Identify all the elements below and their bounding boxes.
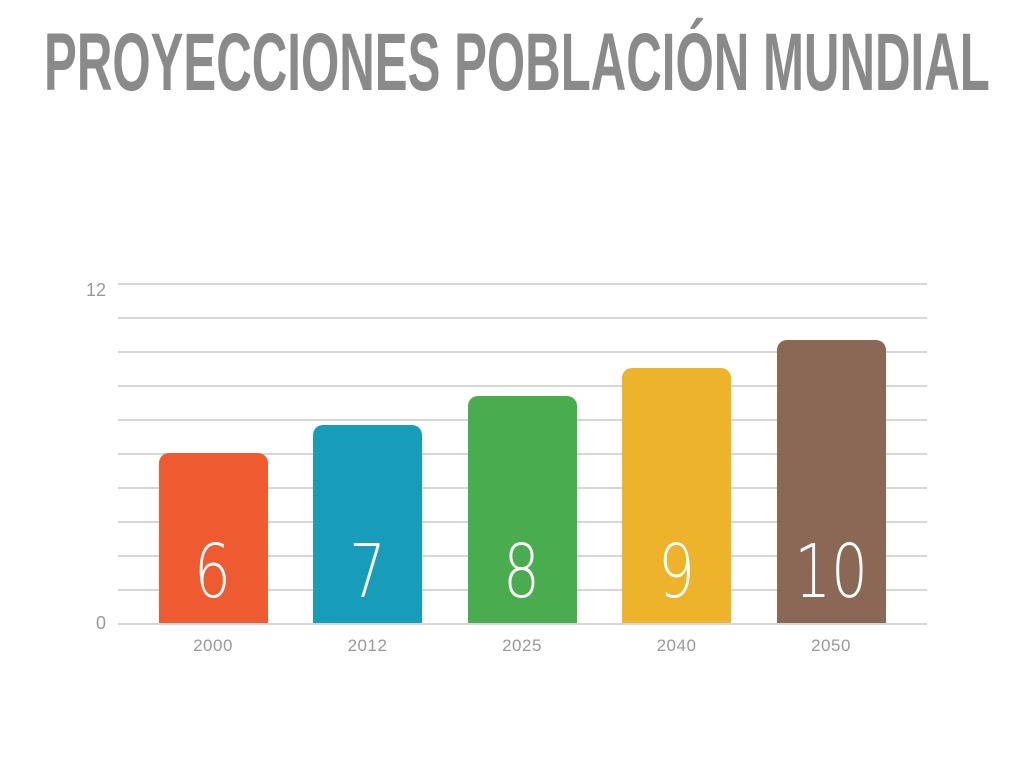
x-axis-tick-2000: 2000 [193,636,233,655]
gridline [118,283,927,285]
x-axis-tick-2025: 2025 [502,636,542,655]
x-axis-tick-2050: 2050 [811,636,851,655]
x-axis-line [118,623,927,625]
plot-area: 6 2000 7 2012 8 2025 9 2040 10 2050 [118,283,927,654]
bar-value-label: 10 [794,529,868,615]
bar-2025: 8 [467,396,577,623]
bar-2050: 10 [776,340,886,623]
gridline [118,385,927,387]
x-axis-tick-2012: 2012 [347,636,388,655]
bar-value-label: 6 [194,529,232,615]
bar-2012: 7 [313,425,422,623]
chart-title: PROYECCIONES POBLACIÓN MUNDIAL [44,17,990,108]
bar-2000: 6 [158,453,268,623]
bar-value-label: 7 [349,529,386,615]
bar-value-label: 9 [658,529,695,615]
y-axis-tick-max: 12 [85,280,106,300]
gridline [118,351,927,353]
x-axis-tick-2040: 2040 [656,636,697,655]
y-axis-tick-min: 0 [95,613,106,633]
bar-value-label: 8 [503,529,541,615]
gridline [118,317,927,319]
bar-2040: 9 [622,368,731,623]
